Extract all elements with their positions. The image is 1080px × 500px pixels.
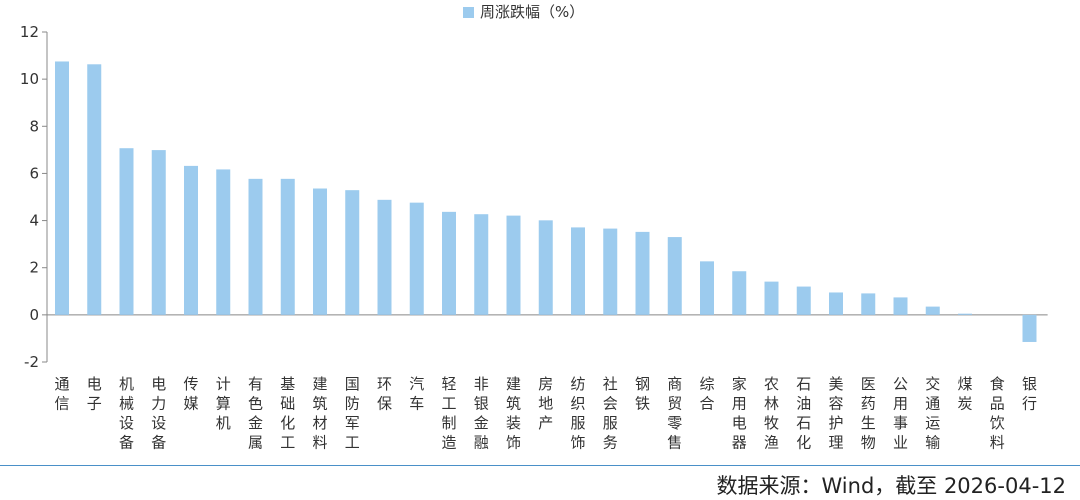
bar (506, 215, 521, 315)
bar (538, 220, 553, 315)
x-tick-label: 建筑装饰 (506, 375, 521, 452)
bar (87, 64, 102, 315)
bar (377, 199, 392, 315)
y-tick-label: 2 (29, 259, 39, 277)
bar (216, 169, 231, 315)
source-note: 数据来源：Wind，截至 2026-04-12 (716, 474, 1067, 498)
bar (248, 178, 263, 315)
x-tick-label: 环保 (377, 375, 392, 413)
bar (1022, 314, 1037, 342)
x-tick-label: 交通运输 (925, 375, 940, 452)
bar (184, 165, 198, 315)
x-tick-label: 纺织服饰 (570, 375, 585, 452)
x-tick-label: 煤炭 (957, 375, 972, 413)
bar (667, 237, 682, 315)
x-tick-label: 公用事业 (893, 375, 908, 452)
y-tick-label: 10 (20, 70, 39, 88)
x-tick-label: 基础化工 (280, 375, 295, 452)
bar (119, 148, 134, 315)
bar (313, 188, 327, 315)
bar (474, 214, 489, 315)
x-tick-label: 传媒 (183, 375, 198, 413)
y-tick-label: -2 (24, 353, 39, 371)
x-tick-label: 电力设备 (151, 375, 166, 452)
legend-label: 周涨跌幅（%） (480, 3, 584, 21)
bar (764, 281, 779, 315)
x-tick-label: 钢铁 (635, 375, 650, 413)
x-tick-label: 医药生物 (861, 375, 876, 452)
legend-swatch (463, 7, 474, 18)
bar (893, 297, 908, 315)
x-tick-label: 综合 (699, 375, 714, 413)
x-tick-label: 国防军工 (345, 375, 360, 452)
bar (732, 271, 747, 315)
bar (635, 231, 650, 315)
bar (442, 211, 456, 315)
y-tick-label: 12 (20, 23, 39, 41)
x-tick-label: 房地产 (538, 375, 553, 432)
bar (829, 292, 843, 315)
bars (55, 61, 1037, 342)
x-tick-label: 电子 (87, 375, 102, 413)
x-tick-label: 建筑材料 (312, 375, 327, 452)
y-axis: -2 0 2 4 6 8 10 12 (20, 23, 1048, 371)
x-tick-label: 有色金属 (248, 375, 263, 452)
x-tick-label: 非银金融 (474, 375, 489, 452)
y-tick-label: 0 (29, 306, 39, 324)
x-tick-label: 美容护理 (828, 375, 843, 452)
bar (796, 286, 811, 315)
x-tick-label: 商贸零售 (667, 375, 682, 452)
bar (925, 306, 940, 315)
bar (280, 178, 295, 315)
x-tick-label: 轻工制造 (441, 375, 456, 452)
bar (603, 228, 618, 315)
y-tick-label: 8 (29, 117, 39, 135)
y-tick-label: 4 (29, 212, 39, 230)
footer-divider (0, 465, 1080, 466)
bar (345, 190, 360, 315)
x-tick-label: 石油石化 (796, 375, 811, 452)
x-tick-label: 汽车 (409, 375, 424, 413)
bar (861, 293, 876, 315)
x-tick-label: 食品饮料 (990, 375, 1005, 452)
x-tick-label: 社会服务 (603, 375, 618, 452)
legend: 周涨跌幅（%） (463, 3, 584, 21)
bar (958, 313, 972, 315)
bar (55, 61, 69, 315)
x-tick-label: 银行 (1022, 375, 1037, 413)
x-tick-label: 计算机 (216, 375, 231, 432)
x-tick-label: 家用电器 (732, 375, 747, 452)
bar (700, 261, 714, 315)
x-tick-label: 通信 (54, 375, 69, 413)
bar (571, 227, 585, 315)
bar (409, 202, 424, 315)
y-tick-label: 6 (29, 164, 39, 182)
x-tick-label: 农林牧渔 (764, 375, 779, 452)
x-tick-label: 机械设备 (119, 375, 134, 452)
bar (151, 150, 166, 315)
